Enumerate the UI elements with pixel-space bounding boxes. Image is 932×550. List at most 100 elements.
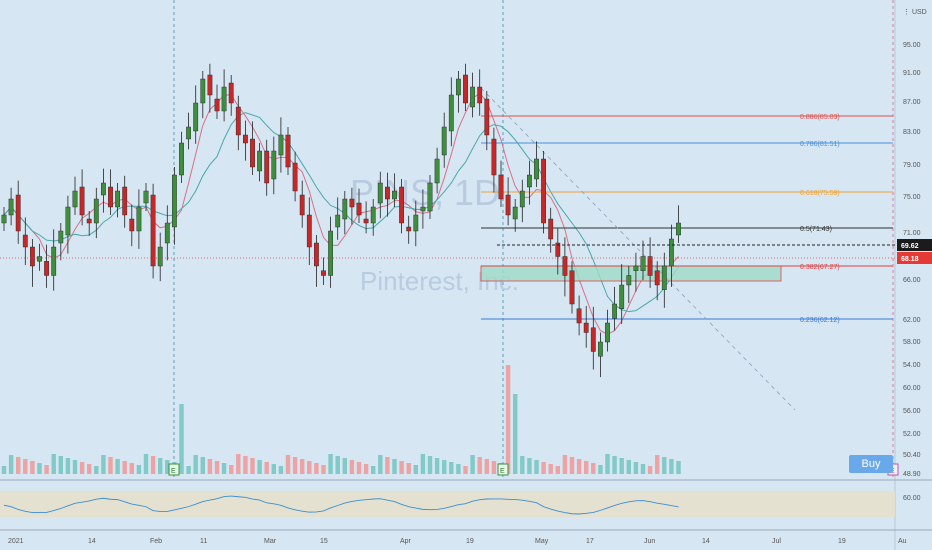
candle[interactable] bbox=[328, 230, 333, 276]
candle[interactable] bbox=[626, 275, 632, 286]
candle[interactable] bbox=[93, 198, 99, 224]
candle[interactable] bbox=[15, 194, 21, 232]
candle[interactable] bbox=[122, 186, 128, 216]
candle[interactable] bbox=[527, 174, 532, 188]
candle[interactable] bbox=[633, 265, 639, 271]
candle[interactable] bbox=[164, 222, 170, 244]
candle[interactable] bbox=[285, 134, 291, 168]
candle[interactable] bbox=[427, 182, 433, 212]
candle[interactable] bbox=[434, 158, 440, 184]
candle[interactable] bbox=[65, 206, 71, 236]
candle[interactable] bbox=[271, 150, 277, 180]
earnings-marker[interactable] bbox=[168, 463, 180, 476]
candle[interactable] bbox=[143, 190, 149, 204]
candle[interactable] bbox=[669, 238, 674, 267]
candle[interactable] bbox=[129, 218, 135, 232]
candle[interactable] bbox=[264, 150, 270, 184]
candle[interactable] bbox=[583, 322, 589, 333]
candle[interactable] bbox=[8, 198, 14, 216]
candle[interactable] bbox=[420, 206, 426, 212]
candle[interactable] bbox=[58, 230, 64, 244]
candle[interactable] bbox=[661, 265, 667, 290]
candle[interactable] bbox=[612, 303, 618, 319]
candle[interactable] bbox=[413, 214, 419, 232]
candle[interactable] bbox=[619, 284, 625, 309]
candle[interactable] bbox=[250, 138, 255, 168]
candle[interactable] bbox=[79, 186, 85, 216]
candle[interactable] bbox=[1, 214, 7, 224]
candle[interactable] bbox=[44, 261, 50, 276]
candle[interactable] bbox=[541, 158, 547, 224]
candle[interactable] bbox=[30, 246, 35, 267]
candle[interactable] bbox=[242, 134, 248, 144]
candle[interactable] bbox=[321, 270, 326, 276]
candle[interactable] bbox=[200, 78, 206, 104]
candle[interactable] bbox=[534, 158, 539, 180]
candle[interactable] bbox=[576, 308, 582, 324]
candle[interactable] bbox=[157, 246, 163, 267]
candle[interactable] bbox=[399, 186, 404, 224]
candle[interactable] bbox=[406, 226, 412, 232]
candle[interactable] bbox=[335, 214, 341, 228]
candle[interactable] bbox=[214, 98, 220, 112]
buy-button[interactable]: Buy bbox=[849, 455, 893, 473]
candle[interactable] bbox=[171, 174, 177, 228]
candle[interactable] bbox=[463, 74, 468, 104]
earnings-marker[interactable] bbox=[497, 463, 509, 476]
candle[interactable] bbox=[498, 174, 504, 200]
candle[interactable] bbox=[654, 270, 660, 286]
candle[interactable] bbox=[51, 246, 57, 276]
candle[interactable] bbox=[477, 86, 483, 104]
candle[interactable] bbox=[377, 182, 383, 204]
candle[interactable] bbox=[370, 206, 376, 224]
candle[interactable] bbox=[37, 256, 42, 262]
candle[interactable] bbox=[470, 86, 475, 108]
candle[interactable] bbox=[193, 102, 199, 132]
candle[interactable] bbox=[108, 186, 113, 208]
candle[interactable] bbox=[228, 82, 234, 104]
candle[interactable] bbox=[115, 190, 121, 208]
candle[interactable] bbox=[136, 206, 142, 232]
candle[interactable] bbox=[519, 190, 525, 208]
candle[interactable] bbox=[314, 242, 319, 267]
candle[interactable] bbox=[598, 341, 603, 357]
candle[interactable] bbox=[356, 202, 362, 216]
candle[interactable] bbox=[150, 194, 156, 267]
candle[interactable] bbox=[235, 106, 241, 136]
candle[interactable] bbox=[555, 242, 561, 257]
candle[interactable] bbox=[349, 198, 355, 208]
candle[interactable] bbox=[186, 126, 191, 140]
candle[interactable] bbox=[569, 270, 575, 305]
candle[interactable] bbox=[221, 86, 227, 112]
candle[interactable] bbox=[306, 214, 312, 248]
candle[interactable] bbox=[441, 126, 447, 156]
candle[interactable] bbox=[207, 74, 213, 96]
candle[interactable] bbox=[299, 194, 305, 216]
candle[interactable] bbox=[640, 256, 646, 271]
candle[interactable] bbox=[491, 138, 497, 176]
candle[interactable] bbox=[456, 78, 461, 96]
candle[interactable] bbox=[548, 218, 554, 240]
candle[interactable] bbox=[22, 234, 28, 248]
candle[interactable] bbox=[385, 186, 390, 200]
candle[interactable] bbox=[484, 98, 490, 136]
candle[interactable] bbox=[342, 198, 348, 220]
candle[interactable] bbox=[179, 142, 184, 176]
candle[interactable] bbox=[257, 150, 262, 172]
candle[interactable] bbox=[562, 256, 568, 276]
candle[interactable] bbox=[512, 206, 518, 220]
candle[interactable] bbox=[100, 182, 106, 196]
candle[interactable] bbox=[605, 322, 610, 343]
candle[interactable] bbox=[278, 134, 284, 156]
candle[interactable] bbox=[448, 94, 454, 132]
candle[interactable] bbox=[676, 222, 681, 236]
candle[interactable] bbox=[647, 256, 653, 276]
candle[interactable] bbox=[505, 194, 511, 216]
candle[interactable] bbox=[86, 218, 92, 224]
candle[interactable] bbox=[292, 162, 298, 192]
candle[interactable] bbox=[392, 190, 397, 200]
candle[interactable] bbox=[590, 327, 596, 352]
candle[interactable] bbox=[72, 190, 78, 208]
candle[interactable] bbox=[363, 218, 369, 224]
